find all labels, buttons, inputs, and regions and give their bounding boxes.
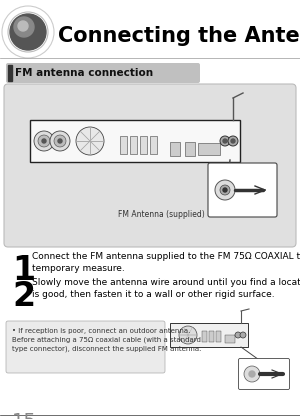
Circle shape [235,332,241,338]
Circle shape [240,332,246,338]
Circle shape [42,139,46,143]
FancyBboxPatch shape [6,63,200,83]
Bar [130,136,137,154]
Text: 2: 2 [12,279,35,313]
Bar [120,136,127,154]
Bar [150,136,157,154]
Circle shape [34,131,54,151]
Circle shape [76,127,104,155]
FancyBboxPatch shape [208,163,277,217]
Bar [170,323,248,347]
Text: 15: 15 [12,412,37,419]
Circle shape [18,21,28,31]
Text: Connect the FM antenna supplied to the FM 75Ω COAXIAL terminal as a
temporary me: Connect the FM antenna supplied to the F… [32,252,300,273]
Bar [225,335,235,343]
Circle shape [58,139,62,143]
Circle shape [215,180,235,200]
Circle shape [179,326,197,344]
FancyBboxPatch shape [238,359,290,390]
Circle shape [228,136,238,146]
Text: FM Antenna (supplied): FM Antenna (supplied) [118,210,205,219]
Circle shape [220,136,230,146]
Bar [140,136,147,154]
Bar [216,331,221,342]
Circle shape [14,17,34,37]
Bar [202,331,207,342]
Bar [209,331,214,342]
FancyBboxPatch shape [6,321,165,373]
Text: FM antenna connection: FM antenna connection [15,68,153,78]
Circle shape [50,131,70,151]
Bar [30,120,240,162]
Text: Connecting the Antennas: Connecting the Antennas [58,26,300,46]
Circle shape [38,135,50,147]
Circle shape [10,14,46,50]
Circle shape [220,185,230,195]
Text: • If reception is poor, connect an outdoor antenna.
Before attaching a 75Ω coaxi: • If reception is poor, connect an outdo… [12,328,201,352]
Bar [8,65,12,81]
Circle shape [223,139,227,143]
Text: Slowly move the antenna wire around until you find a location where reception
is: Slowly move the antenna wire around unti… [32,278,300,299]
Bar [170,142,180,156]
Circle shape [223,188,227,192]
Circle shape [249,371,255,377]
Circle shape [244,366,260,382]
Text: 1: 1 [12,253,35,287]
Bar [198,143,220,155]
FancyBboxPatch shape [4,84,296,247]
Circle shape [54,135,66,147]
Bar [185,142,195,156]
Circle shape [231,139,235,143]
